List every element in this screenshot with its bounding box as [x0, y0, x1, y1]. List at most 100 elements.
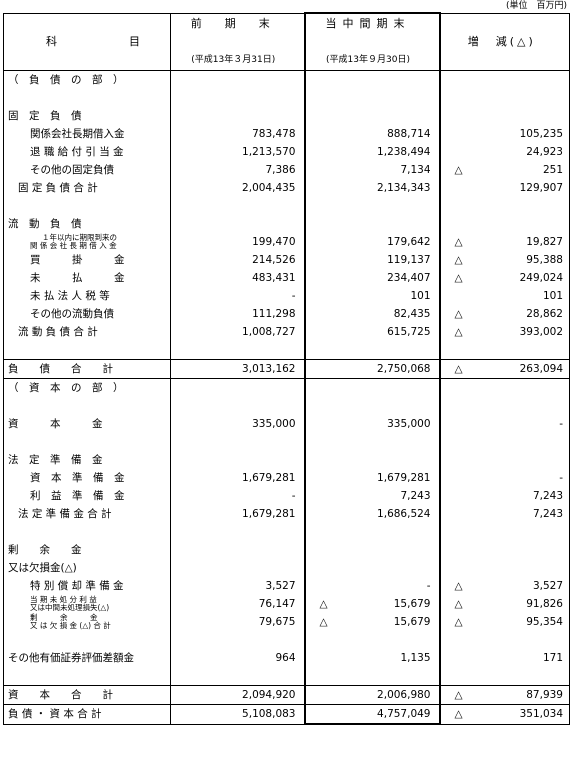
- change-cell: 24,923: [439, 143, 570, 161]
- prev-period-cell-value: 199,470: [252, 236, 296, 248]
- table-row: 関係会社長期借入金 783,478 888,714 105,235: [3, 125, 570, 143]
- current-period-cell: [303, 397, 441, 415]
- change-cell: △ 95,388: [439, 251, 570, 269]
- change-cell-value: 393,002: [519, 326, 563, 338]
- change-cell: 7,243: [439, 505, 570, 523]
- prev-period-cell: 76,147: [170, 595, 305, 613]
- row-label: その他の流動負債: [3, 305, 171, 323]
- prev-period-cell: 214,526: [170, 251, 305, 269]
- prev-period-cell-value: 783,478: [252, 128, 296, 140]
- prev-period-cell: 2,094,920: [170, 685, 305, 705]
- table-row: その他有価証券評価差額金 964 1,135 171: [3, 649, 570, 667]
- current-period-cell: 119,137: [303, 251, 441, 269]
- current-period-cell: [303, 70, 441, 89]
- negative-marker: △: [454, 308, 463, 320]
- change-cell: △ 28,862: [439, 305, 570, 323]
- change-cell: 105,235: [439, 125, 570, 143]
- prev-period-cell: 199,470: [170, 233, 305, 251]
- prev-period-cell: [170, 523, 305, 541]
- prev-period-cell-value: -: [291, 290, 296, 302]
- table-row: １年以内に期限到来の関 係 会 社 長 期 借 入 金 199,470 179,64…: [3, 233, 570, 251]
- table-row: 特 別 償 却 準 備 金 3,527 - △ 3,527: [3, 577, 570, 595]
- table-row: 資 本 合 計 2,094,920 2,006,980 △ 87,939: [3, 685, 570, 705]
- row-label: [3, 197, 171, 215]
- row-label: 負 債 ・ 資 本 合 計: [3, 704, 171, 725]
- change-cell-value: 91,826: [526, 598, 563, 610]
- row-label: 固 定 負 債: [3, 107, 171, 125]
- prev-period-cell: 483,431: [170, 269, 305, 287]
- change-cell-value: 28,862: [526, 308, 563, 320]
- current-period-cell: [303, 107, 441, 125]
- prev-period-cell-value: 214,526: [252, 254, 296, 266]
- change-cell: 101: [439, 287, 570, 305]
- change-cell-value: -: [559, 472, 563, 484]
- unit-label: (単位 百万円): [505, 1, 567, 11]
- table-row: [3, 341, 570, 360]
- current-period-cell-value: 1,135: [400, 652, 431, 664]
- current-period-cell: 1,135: [303, 649, 441, 667]
- row-label: 法 定 準 備 金 合 計: [3, 505, 171, 523]
- change-cell-value: 95,388: [526, 254, 563, 266]
- change-cell: △ 249,024: [439, 269, 570, 287]
- current-period-cell-value: 335,000: [387, 418, 431, 430]
- change-cell: [439, 541, 570, 559]
- current-period-cell: 615,725: [303, 323, 441, 341]
- change-cell: △ 393,002: [439, 323, 570, 341]
- negative-marker: △: [454, 164, 463, 176]
- prev-period-cell: [170, 378, 305, 397]
- prev-period-cell-value: 79,675: [258, 616, 296, 628]
- change-cell: [439, 559, 570, 577]
- row-label: 流 動 負 債: [3, 215, 171, 233]
- prev-period-cell: 5,108,083: [170, 704, 305, 725]
- negative-marker: △: [454, 272, 463, 284]
- negative-marker: △: [454, 363, 463, 375]
- current-period-cell: [303, 433, 441, 451]
- current-period-cell: [303, 541, 441, 559]
- current-period-cell-value: 888,714: [387, 128, 431, 140]
- current-period-cell: [303, 378, 441, 397]
- change-cell-value: 3,527: [532, 580, 563, 592]
- table-row: 未 払 金 483,431 234,407 △ 249,024: [3, 269, 570, 287]
- table-row: 負 債 ・ 資 本 合 計 5,108,083 4,757,049 △ 351,034: [3, 704, 570, 725]
- row-label: 未 払 法 人 税 等: [3, 287, 171, 305]
- current-period-cell-value: 1,686,524: [377, 508, 431, 520]
- current-period-cell-value: 2,134,343: [377, 182, 431, 194]
- header-change-title: 増 減(△): [467, 34, 536, 48]
- current-period-cell: 335,000: [303, 415, 441, 433]
- current-period-cell: 234,407: [303, 269, 441, 287]
- row-label: （ 資 本 の 部 ）: [3, 378, 171, 397]
- current-period-cell-value: 101: [410, 290, 431, 302]
- change-cell: [439, 451, 570, 469]
- negative-marker: △: [454, 708, 463, 720]
- current-period-cell: [303, 667, 441, 686]
- table-row: 負 債 合 計 3,013,162 2,750,068 △ 263,094: [3, 359, 570, 379]
- header-prev: 前 期 末 (平成13年３月31日): [170, 12, 305, 71]
- change-cell: [439, 667, 570, 686]
- current-period-cell-value: 2,750,068: [377, 363, 431, 375]
- row-label: [3, 523, 171, 541]
- prev-period-cell: [170, 631, 305, 649]
- prev-period-cell: 2,004,435: [170, 179, 305, 197]
- change-cell: [439, 631, 570, 649]
- prev-period-cell-value: 7,386: [265, 164, 296, 176]
- header-prev-date: (平成13年３月31日): [191, 54, 276, 65]
- change-cell: [439, 397, 570, 415]
- row-label: [3, 667, 171, 686]
- current-period-cell-value: 15,679: [393, 616, 431, 628]
- current-period-cell: 7,243: [303, 487, 441, 505]
- row-label: 特 別 償 却 準 備 金: [3, 577, 171, 595]
- table-row: 利 益 準 備 金 - 7,243 7,243: [3, 487, 570, 505]
- table-row: [3, 667, 570, 686]
- current-period-cell: [303, 523, 441, 541]
- prev-period-cell-value: 1,679,281: [242, 508, 296, 520]
- current-period-cell: 82,435: [303, 305, 441, 323]
- header-change: 増 減(△): [439, 12, 570, 71]
- row-label-line2: 又は中間未処理損失(△): [30, 603, 110, 612]
- row-label: [3, 631, 171, 649]
- change-cell: △ 3,527: [439, 577, 570, 595]
- table-row: 剰 余 金又 は 欠 損 金 (△) 合 計 79,675 △ 15,679 △ 95,3…: [3, 613, 570, 631]
- current-period-cell: [303, 451, 441, 469]
- change-cell-value: 251: [542, 164, 563, 176]
- table-row: [3, 631, 570, 649]
- row-label: [3, 341, 171, 360]
